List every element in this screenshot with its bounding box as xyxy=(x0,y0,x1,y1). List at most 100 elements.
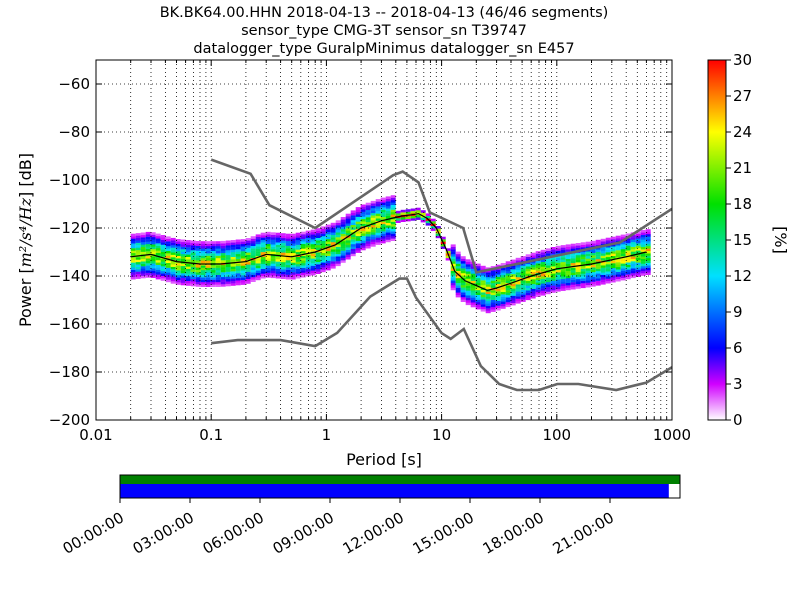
psd-cell xyxy=(230,256,236,260)
psd-cell xyxy=(355,207,361,210)
psd-cell xyxy=(395,218,401,221)
psd-cell xyxy=(335,225,341,228)
psd-cell xyxy=(600,238,606,242)
psd-cell xyxy=(450,273,456,276)
psd-cell xyxy=(190,240,196,244)
psd-cell xyxy=(350,236,356,240)
psd-cell xyxy=(245,262,251,265)
psd-cell xyxy=(460,297,466,300)
psd-cell xyxy=(390,231,396,234)
psd-cell xyxy=(360,223,366,227)
psd-cell xyxy=(425,223,431,226)
psd-cell xyxy=(595,278,601,281)
psd-cell xyxy=(135,240,141,243)
psd-cell xyxy=(345,240,351,243)
psd-cell xyxy=(320,255,326,258)
psd-cell xyxy=(390,236,396,239)
psd-cell xyxy=(290,272,296,275)
psd-cell xyxy=(455,258,461,262)
psd-cell xyxy=(330,263,336,267)
psd-cell xyxy=(550,263,556,267)
psd-cell xyxy=(470,287,476,291)
psd-cell xyxy=(335,261,341,264)
psd-cell xyxy=(245,250,251,253)
psd-cell xyxy=(545,267,551,271)
psd-cell xyxy=(645,250,651,254)
psd-cell xyxy=(285,243,291,246)
coverage-time-label: 00:00:00 xyxy=(60,509,127,558)
psd-cell xyxy=(645,267,651,271)
psd-cell xyxy=(570,248,576,252)
psd-cell xyxy=(635,236,641,239)
psd-cell xyxy=(210,282,216,285)
psd-cell xyxy=(345,218,351,222)
psd-cell xyxy=(320,238,326,241)
psd-cell xyxy=(245,278,251,282)
psd-cell xyxy=(310,256,316,259)
psd-cell xyxy=(495,291,501,294)
psd-cell xyxy=(175,253,181,256)
psd-cell xyxy=(485,303,491,306)
psd-cell xyxy=(320,245,326,249)
psd-cell xyxy=(245,264,251,267)
psd-cell xyxy=(255,239,261,242)
psd-cell xyxy=(220,267,226,270)
psd-cell xyxy=(365,207,371,211)
psd-cell xyxy=(640,266,646,269)
psd-cell xyxy=(135,249,141,253)
psd-cell xyxy=(380,224,386,227)
psd-cell xyxy=(150,246,156,250)
psd-cell xyxy=(330,225,336,228)
psd-cell xyxy=(335,244,341,247)
psd-cell xyxy=(295,247,301,250)
psd-cell xyxy=(510,259,516,263)
psd-cell xyxy=(525,283,531,286)
psd-cell xyxy=(215,258,221,261)
psd-cell xyxy=(485,284,491,287)
psd-cell xyxy=(610,263,616,266)
psd-cell xyxy=(285,236,291,239)
psd-cell xyxy=(315,242,321,246)
psd-cell xyxy=(585,256,591,259)
psd-cell xyxy=(560,283,566,287)
psd-cell xyxy=(235,249,241,252)
psd-cell xyxy=(240,272,246,276)
psd-cell xyxy=(180,270,186,274)
psd-cell xyxy=(380,221,386,225)
psd-cell xyxy=(155,264,161,268)
psd-cell xyxy=(230,280,236,284)
new-high-noise-model-line xyxy=(210,158,672,274)
psd-cell xyxy=(645,258,651,261)
psd-cell xyxy=(610,253,616,257)
x-tick-label: 100 xyxy=(542,426,571,444)
psd-cell xyxy=(545,291,551,295)
psd-cell xyxy=(615,259,621,263)
psd-cell xyxy=(585,244,591,247)
psd-cell xyxy=(500,279,506,283)
psd-cell xyxy=(345,220,351,224)
psd-cell xyxy=(475,266,481,269)
psd-cell xyxy=(520,284,526,288)
psd-cell xyxy=(595,256,601,260)
psd-cell xyxy=(335,232,341,235)
psd-cell xyxy=(585,260,591,264)
psd-cell xyxy=(335,227,341,231)
psd-cell xyxy=(155,238,161,241)
psd-cell xyxy=(250,277,256,280)
psd-cell xyxy=(375,213,381,217)
psd-cell xyxy=(550,266,556,269)
psd-cell xyxy=(535,270,541,273)
psd-cell xyxy=(180,244,186,247)
psd-cell xyxy=(200,277,206,280)
psd-cell xyxy=(225,252,231,256)
psd-cell xyxy=(150,244,156,247)
psd-cell xyxy=(500,282,506,285)
psd-cell xyxy=(305,237,311,241)
psd-cell xyxy=(150,237,156,240)
psd-cell xyxy=(200,253,206,256)
psd-cell xyxy=(345,216,351,219)
y-tick-label: −180 xyxy=(49,363,90,381)
psd-cell xyxy=(545,253,551,256)
psd-cell xyxy=(140,246,146,250)
psd-cell xyxy=(205,246,211,249)
